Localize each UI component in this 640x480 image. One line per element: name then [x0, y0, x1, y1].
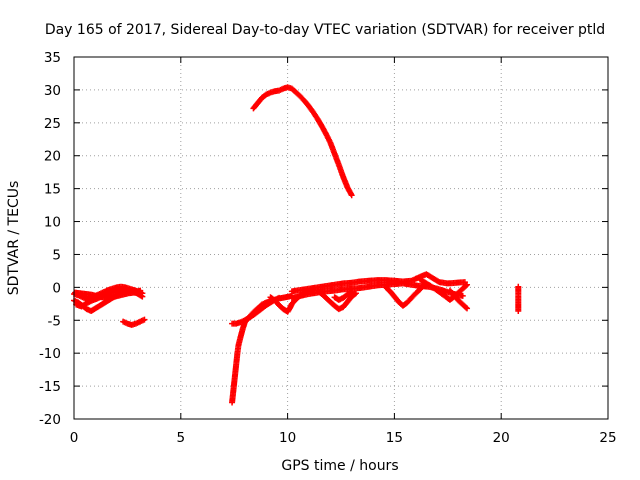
data-point-marker: [464, 305, 471, 312]
y-tick-label: -5: [48, 313, 61, 329]
data-point-marker: [462, 304, 469, 311]
axis-ticks: 0 5 10 15 20 25 -20 -15 -10 -5 0 5 10 15 20 25 30 35: [39, 50, 617, 446]
data-point-marker: [276, 294, 283, 301]
data-point-marker: [351, 291, 358, 298]
data-points: [71, 84, 522, 406]
x-axis-label: GPS time / hours: [281, 458, 398, 474]
data-point-marker: [464, 281, 471, 288]
data-point-marker: [141, 316, 148, 323]
data-point-marker: [348, 288, 355, 295]
x-tick-label: 0: [70, 430, 79, 446]
data-point-marker: [462, 282, 469, 289]
data-point-marker: [137, 287, 144, 294]
y-tick-label: 20: [44, 149, 61, 165]
y-tick-label: 5: [52, 247, 61, 263]
chart-title: Day 165 of 2017, Sidereal Day-to-day VTE…: [45, 22, 605, 38]
y-tick-label: -20: [39, 412, 61, 428]
data-point-marker: [459, 292, 466, 299]
y-tick-label: 35: [44, 50, 61, 66]
x-tick-label: 15: [386, 430, 403, 446]
x-tick-label: 5: [177, 430, 186, 446]
y-tick-label: 25: [44, 116, 61, 132]
x-tick-label: 10: [279, 430, 296, 446]
data-point-marker: [352, 290, 359, 297]
y-tick-label: 15: [44, 182, 61, 198]
plot-frame: [73, 56, 609, 420]
y-tick-label: -15: [39, 379, 61, 395]
grid-lines: [74, 57, 608, 419]
y-tick-label: 0: [52, 280, 61, 296]
x-tick-label: 25: [599, 430, 616, 446]
y-tick-label: 10: [44, 215, 61, 231]
y-axis-label: SDTVAR / TECUs: [6, 181, 22, 296]
y-tick-label: -10: [39, 346, 61, 362]
x-tick-label: 20: [493, 430, 510, 446]
y-tick-label: 30: [44, 83, 61, 99]
data-point-marker: [515, 308, 522, 315]
data-point-marker: [348, 192, 355, 199]
data-point-marker: [139, 293, 146, 300]
